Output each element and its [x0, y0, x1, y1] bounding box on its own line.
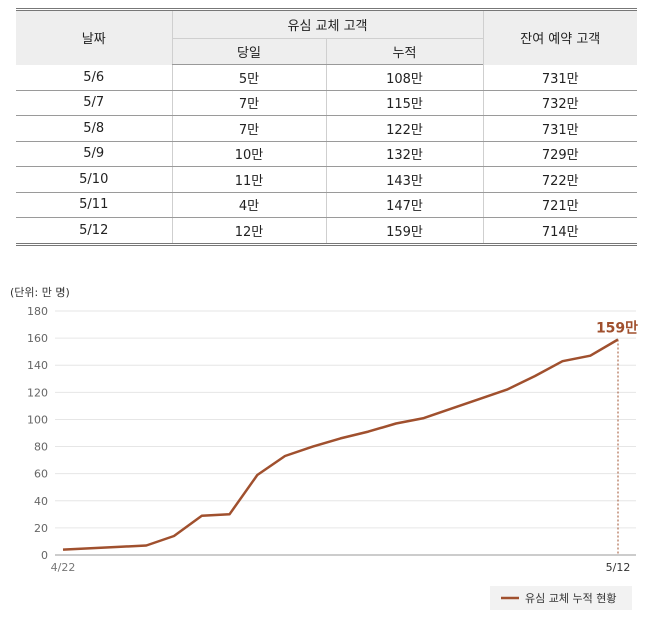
cell-daily: 7만 [171, 90, 326, 116]
cell-cumulative: 147만 [325, 192, 483, 218]
stats-table: 날짜 유심 교체 고객 잔여 예약 고객 당일 누적 5/6 5만 108만 7… [16, 8, 637, 246]
end-value-label: 159만 [596, 320, 638, 336]
cell-cumulative: 115만 [325, 90, 483, 116]
y-axis-ticks: 0 20 40 60 80 100 120 140 160 180 [27, 305, 48, 562]
cell-remaining: 731만 [482, 115, 637, 142]
cell-cumulative: 132만 [325, 141, 483, 167]
cell-remaining: 714만 [482, 217, 637, 246]
series-line-cumulative [62, 338, 619, 551]
cell-date: 5/11 [16, 192, 172, 218]
cell-daily: 5만 [171, 64, 326, 91]
cumulative-line-chart: (단위: 만 명) 0 20 40 60 80 100 120 140 160 180 4/22 5… [10, 286, 638, 610]
y-tick-label: 120 [27, 386, 48, 399]
table-row: 5/7 7만 115만 732만 [16, 90, 637, 116]
cell-daily: 7만 [171, 115, 326, 142]
cell-daily: 4만 [171, 192, 326, 218]
cell-remaining: 731만 [482, 64, 637, 91]
y-tick-label: 40 [34, 495, 48, 508]
cell-cumulative: 143만 [325, 166, 483, 193]
table-row: 5/12 12만 159만 714만 [16, 217, 637, 246]
cell-remaining: 732만 [482, 90, 637, 116]
table-row: 5/9 10만 132만 729만 [16, 141, 637, 167]
table-row: 5/10 11만 143만 722만 [16, 166, 637, 193]
unit-label: (단위: 만 명) [10, 286, 70, 299]
cell-daily: 11만 [171, 166, 326, 193]
header-remaining: 잔여 예약 고객 [482, 8, 637, 65]
cell-remaining: 729만 [482, 141, 637, 167]
cell-date: 5/12 [16, 217, 172, 246]
x-axis-labels: 4/22 5/12 [51, 561, 631, 574]
x-tick-label-end: 5/12 [606, 561, 631, 574]
legend: 유심 교체 누적 현황 [490, 586, 632, 610]
header-replaced-group: 유심 교체 고객 [171, 8, 483, 39]
y-tick-label: 60 [34, 468, 48, 481]
cell-date: 5/8 [16, 115, 172, 142]
y-tick-label: 180 [27, 305, 48, 318]
cell-date: 5/9 [16, 141, 172, 167]
table-row: 5/8 7만 122만 731만 [16, 115, 637, 142]
y-tick-label: 0 [41, 549, 48, 562]
x-tick-label-start: 4/22 [51, 561, 76, 574]
cell-date: 5/10 [16, 166, 172, 193]
cell-cumulative: 108만 [325, 64, 483, 91]
cell-remaining: 722만 [482, 166, 637, 193]
y-tick-label: 140 [27, 359, 48, 372]
y-tick-label: 20 [34, 522, 48, 535]
table-row: 5/6 5만 108만 731만 [16, 64, 637, 91]
cell-daily: 10만 [171, 141, 326, 167]
y-tick-label: 160 [27, 332, 48, 345]
cell-daily: 12만 [171, 217, 326, 246]
cell-cumulative: 122만 [325, 115, 483, 142]
header-cumulative: 누적 [325, 38, 483, 65]
table-row: 5/11 4만 147만 721만 [16, 192, 637, 218]
header-date: 날짜 [16, 8, 172, 65]
y-tick-label: 80 [34, 441, 48, 454]
gridlines [55, 310, 636, 529]
y-tick-label: 100 [27, 413, 48, 426]
cell-remaining: 721만 [482, 192, 637, 218]
header-daily: 당일 [171, 38, 326, 65]
cell-date: 5/7 [16, 90, 172, 116]
legend-label: 유심 교체 누적 현황 [525, 592, 616, 605]
cell-date: 5/6 [16, 64, 172, 91]
cell-cumulative: 159만 [325, 217, 483, 246]
